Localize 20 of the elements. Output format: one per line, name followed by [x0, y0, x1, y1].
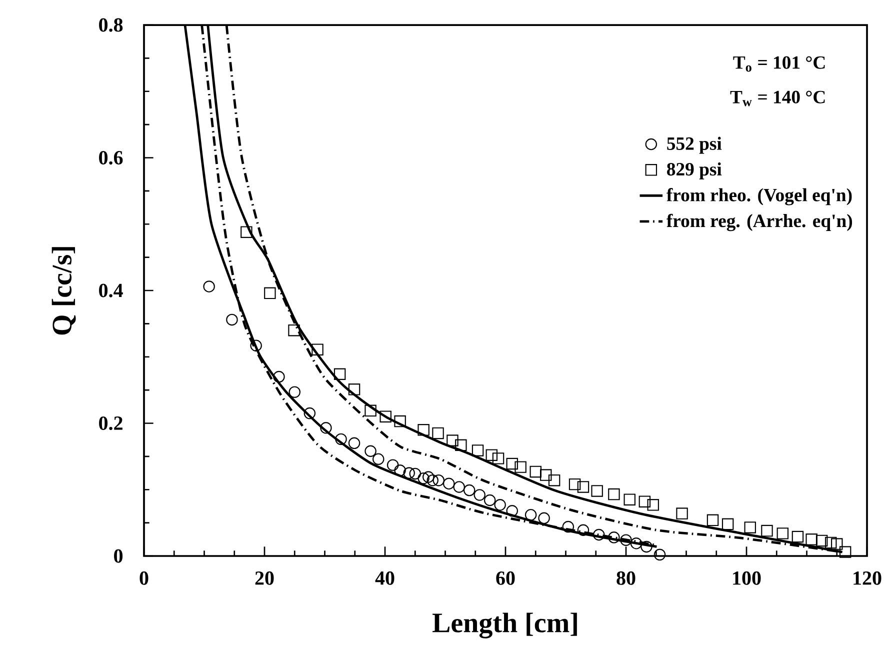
- x-tick-label: 80: [616, 571, 636, 585]
- x-tick-label: 0: [140, 571, 148, 585]
- x-tick-label: 120: [854, 571, 882, 585]
- annotation: T$_{o}$ = 101 °C: [733, 56, 825, 72]
- legend-label: from reg. (Arrhe. eq'n): [666, 214, 852, 232]
- x-tick-label: 40: [375, 571, 394, 585]
- legend-label: from rheo. (Vogel eq'n): [666, 188, 852, 206]
- y-tick-label: 0: [114, 549, 123, 563]
- legend-label: 552 psi: [667, 136, 722, 154]
- x-axis-title: Length [cm]: [432, 612, 577, 638]
- y-tick-label: 0.8: [99, 18, 123, 32]
- annotation: T$_{w}$ = 140 °C: [730, 90, 825, 106]
- x-tick-label: 60: [496, 571, 515, 585]
- y-tick-label: 0.4: [99, 284, 123, 298]
- legend-label: 829 psi: [667, 162, 722, 180]
- x-tick-label: 20: [255, 571, 274, 585]
- y-axis-title: Q [cc/s]: [52, 247, 76, 335]
- y-tick-label: 0.2: [99, 416, 122, 430]
- x-tick-label: 100: [733, 571, 761, 585]
- y-tick-label: 0.6: [99, 150, 123, 165]
